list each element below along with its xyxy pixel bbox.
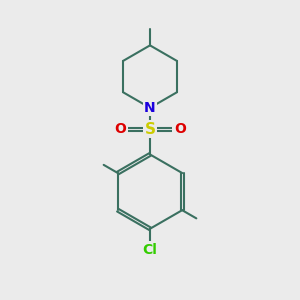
Text: N: N [144, 101, 156, 115]
Text: S: S [145, 122, 155, 137]
Text: O: O [114, 122, 126, 136]
Text: Cl: Cl [142, 243, 158, 256]
Text: O: O [174, 122, 186, 136]
